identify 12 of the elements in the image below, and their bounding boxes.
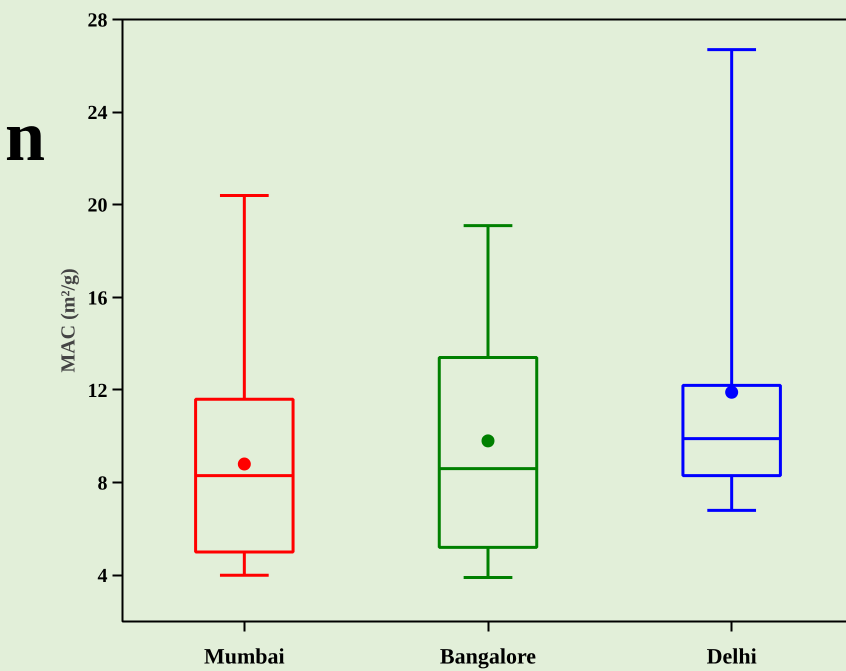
- y-tick-label: 4: [98, 565, 108, 588]
- y-axis-title: MAC (m²/g): [58, 268, 80, 373]
- text: n: [5, 95, 46, 178]
- x-tick-label: Bangalore: [440, 644, 536, 668]
- y-tick-label: 20: [88, 194, 108, 217]
- y-tick-label: 24: [88, 102, 108, 124]
- y-tick-label: 8: [98, 472, 108, 495]
- y-tick-label: 28: [88, 10, 108, 32]
- y-tick-label: 16: [88, 287, 108, 310]
- x-tick-label: Delhi: [706, 644, 757, 668]
- y-tick-label: 12: [88, 380, 108, 402]
- x-tick-label: Mumbai: [204, 644, 285, 668]
